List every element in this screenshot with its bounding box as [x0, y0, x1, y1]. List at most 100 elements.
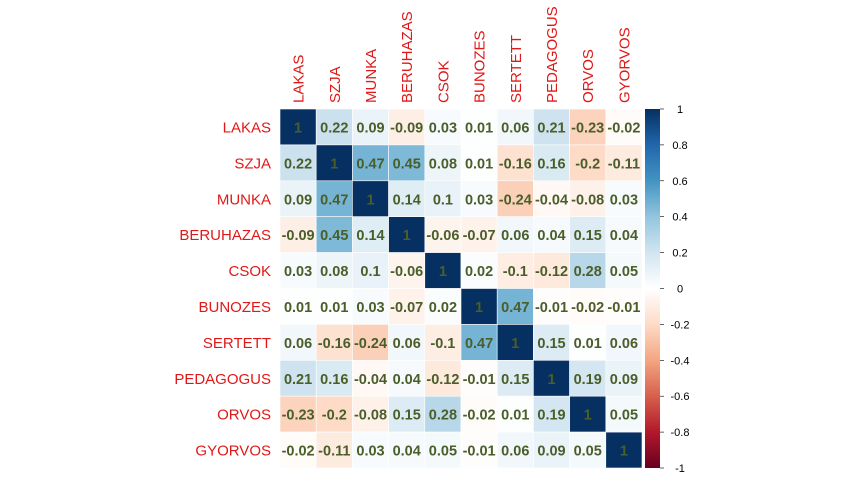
cell-value-gyorvos-bunozes: -0.01 — [463, 444, 496, 460]
row-label-pedagogus: PEDAGOGUS — [174, 371, 271, 388]
cell-csok-csok — [424, 252, 462, 289]
cell-value-beruhazas-csok: -0.06 — [426, 228, 459, 244]
cell-value-bunozes-gyorvos: -0.01 — [607, 300, 640, 316]
row-label-gyorvos: GYORVOS — [195, 443, 271, 460]
row-labels: LAKAS SZJA MUNKA BERUHAZAS CSOK BUNOZES SERTET… — [174, 119, 271, 459]
cell-sertett-bunozes — [460, 324, 498, 361]
row-label-bunozes: BUNOZES — [198, 299, 271, 316]
color-legend-tick-label: -0.2 — [671, 319, 690, 331]
cell-bunozes-csok — [424, 288, 462, 325]
cell-sertett-gyorvos — [605, 324, 643, 361]
cell-value-pedagogus-csok: -0.12 — [426, 372, 459, 388]
cell-value-csok-beruhazas: -0.06 — [390, 264, 423, 280]
cell-csok-munka — [352, 252, 389, 289]
cell-szja-sertett — [496, 144, 534, 182]
cell-pedagogus-sertett — [496, 359, 534, 397]
color-legend-tick-label: -0.8 — [671, 427, 690, 439]
cell-value-beruhazas-pedagogus: 0.04 — [537, 228, 565, 244]
cell-value-pedagogus-gyorvos: 0.09 — [610, 372, 638, 388]
cell-lakas-gyorvos — [605, 108, 643, 146]
cell-gyorvos-szja — [315, 431, 353, 469]
cell-bunozes-bunozes — [460, 288, 498, 325]
row-label-beruhazas: BERUHAZAS — [179, 227, 271, 244]
cell-value-beruhazas-sertett: 0.06 — [501, 228, 529, 244]
cell-gyorvos-sertett — [496, 431, 534, 469]
cell-value-munka-gyorvos: 0.03 — [610, 192, 638, 208]
column-label-pedagogus: PEDAGOGUS — [544, 6, 561, 103]
cell-munka-lakas — [279, 180, 317, 218]
cell-value-pedagogus-pedagogus: 1 — [547, 372, 555, 388]
cell-value-gyorvos-sertett: 0.06 — [501, 444, 529, 460]
cell-pedagogus-bunozes — [460, 359, 498, 397]
column-labels: LAKAS SZJA MUNKA BERUHAZAS CSOK BUNOZES SERTET… — [291, 6, 634, 103]
heatmap-cells: 1 0.22 0.09 -0.09 0.03 0.01 0.06 0.21 -0.23 -0.02… — [279, 108, 643, 469]
cell-value-beruhazas-szja: 0.45 — [320, 228, 348, 244]
cell-munka-munka — [352, 180, 389, 218]
cell-value-pedagogus-orvos: 0.19 — [574, 372, 602, 388]
cell-value-beruhazas-bunozes: -0.07 — [463, 228, 496, 244]
row-label-lakas: LAKAS — [223, 119, 271, 136]
cell-munka-sertett — [496, 180, 534, 218]
cell-value-csok-bunozes: 0.02 — [465, 264, 493, 280]
color-legend-tick-label: 0 — [677, 284, 683, 296]
cell-value-szja-gyorvos: -0.11 — [608, 156, 640, 172]
cell-csok-bunozes — [460, 252, 498, 289]
cell-munka-szja — [315, 180, 353, 218]
column-label-sertett: SERTETT — [508, 35, 525, 103]
cell-value-pedagogus-bunozes: -0.01 — [463, 372, 496, 388]
cell-value-pedagogus-szja: 0.16 — [320, 372, 348, 388]
cell-value-bunozes-szja: 0.01 — [320, 300, 348, 316]
row-label-orvos: ORVOS — [217, 407, 271, 424]
cell-orvos-szja — [315, 395, 353, 433]
cell-munka-orvos — [569, 180, 607, 218]
cell-sertett-beruhazas — [388, 324, 426, 361]
cell-csok-gyorvos — [605, 252, 643, 289]
cell-gyorvos-orvos — [569, 431, 607, 469]
cell-value-sertett-orvos: 0.01 — [574, 336, 602, 352]
cell-value-bunozes-csok: 0.02 — [429, 300, 457, 316]
cell-value-gyorvos-pedagogus: 0.09 — [537, 444, 565, 460]
cell-bunozes-lakas — [279, 288, 317, 325]
color-legend-tick-label: -0.4 — [671, 355, 690, 367]
cell-pedagogus-orvos — [569, 359, 607, 397]
cell-gyorvos-csok — [424, 431, 462, 469]
cell-sertett-pedagogus — [533, 324, 570, 361]
cell-value-orvos-sertett: 0.01 — [501, 408, 529, 424]
cell-value-lakas-szja: 0.22 — [320, 120, 348, 136]
cell-orvos-munka — [352, 395, 389, 433]
cell-beruhazas-bunozes — [460, 216, 498, 253]
cell-gyorvos-munka — [352, 431, 389, 469]
cell-sertett-lakas — [279, 324, 317, 361]
cell-value-csok-csok: 1 — [439, 264, 447, 280]
color-legend-tick-label: -1 — [675, 463, 685, 475]
cell-value-szja-bunozes: 0.01 — [465, 156, 493, 172]
cell-value-sertett-munka: -0.24 — [354, 336, 387, 352]
cell-pedagogus-beruhazas — [388, 359, 426, 397]
column-label-munka: MUNKA — [363, 49, 380, 103]
cell-value-orvos-szja: -0.2 — [322, 408, 347, 424]
cell-lakas-pedagogus — [533, 108, 570, 146]
cell-orvos-lakas — [279, 395, 317, 433]
cell-value-lakas-pedagogus: 0.21 — [537, 120, 565, 136]
cell-gyorvos-gyorvos — [605, 431, 643, 469]
row-label-sertett: SERTETT — [203, 335, 271, 352]
column-label-szja: SZJA — [327, 66, 344, 103]
cell-value-bunozes-beruhazas: -0.07 — [390, 300, 423, 316]
cell-pedagogus-gyorvos — [605, 359, 643, 397]
color-legend-tick-label: 0.8 — [672, 140, 687, 152]
cell-value-lakas-bunozes: 0.01 — [465, 120, 493, 136]
cell-gyorvos-lakas — [279, 431, 317, 469]
cell-value-orvos-lakas: -0.23 — [282, 408, 315, 424]
cell-bunozes-orvos — [569, 288, 607, 325]
cell-value-sertett-csok: -0.1 — [430, 336, 455, 352]
column-label-beruhazas: BERUHAZAS — [399, 11, 416, 103]
cell-szja-orvos — [569, 144, 607, 182]
color-legend-tick-label: 0.6 — [672, 176, 687, 188]
cell-value-munka-szja: 0.47 — [320, 192, 348, 208]
cell-value-munka-sertett: -0.24 — [499, 192, 532, 208]
cell-szja-gyorvos — [605, 144, 643, 182]
cell-value-lakas-gyorvos: -0.02 — [607, 120, 640, 136]
cell-value-lakas-csok: 0.03 — [429, 120, 457, 136]
